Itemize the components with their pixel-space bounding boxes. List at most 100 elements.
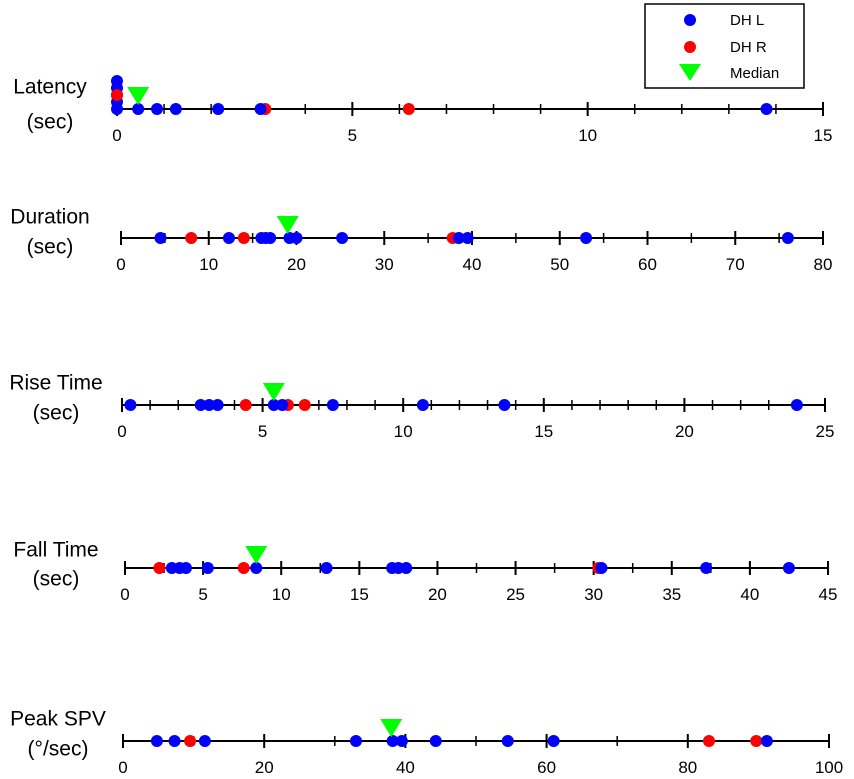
point-dh-l — [150, 735, 163, 747]
point-dh-l — [580, 232, 593, 244]
point-dh-l — [124, 399, 137, 411]
point-dh-l — [498, 399, 511, 411]
row-peak: Peak SPV (°/sec) 0 20 40 60 80 100 — [10, 708, 843, 777]
tick-label-peak: 20 — [255, 758, 274, 777]
point-dh-l — [254, 103, 267, 115]
point-dh-l — [336, 232, 349, 244]
point-dh-l — [416, 399, 429, 411]
legend-marker-left — [684, 14, 696, 26]
tick-label-fall: 5 — [198, 585, 207, 604]
point-dh-l — [400, 562, 413, 574]
legend-marker-right — [684, 41, 696, 53]
tick-label-latency: 0 — [112, 126, 121, 145]
median-marker-duration — [276, 216, 299, 234]
point-dh-l — [194, 399, 207, 411]
point-dh-l — [452, 232, 465, 244]
row-fall: Fall Time (sec) 0 5 10 15 20 25 30 35 40 45 — [13, 539, 837, 604]
point-dh-l — [212, 103, 225, 115]
point-dh-l — [198, 735, 211, 747]
point-dh-r — [402, 103, 415, 115]
row-label-duration-line-1: (sec) — [27, 236, 74, 259]
tick-label-rise: 25 — [816, 422, 835, 441]
tick-label-latency: 10 — [578, 126, 597, 145]
point-dh-l — [760, 103, 773, 115]
row-label-duration-line-0: Duration — [10, 206, 89, 229]
tick-label-fall: 30 — [584, 585, 603, 604]
point-dh-l — [790, 399, 803, 411]
row-label-latency-line-1: (sec) — [27, 111, 74, 134]
tick-label-peak: 60 — [537, 758, 556, 777]
row-rise: Rise Time (sec) 0 5 10 15 20 25 — [9, 372, 834, 441]
point-dh-l — [760, 735, 773, 747]
point-dh-l — [326, 399, 339, 411]
point-dh-l — [595, 562, 608, 574]
point-dh-l — [547, 735, 560, 747]
tick-label-duration: 40 — [463, 255, 482, 274]
point-dh-l — [276, 399, 289, 411]
point-dh-l — [501, 735, 514, 747]
legend-box — [644, 3, 805, 89]
point-dh-r — [111, 89, 123, 101]
tick-label-rise: 0 — [117, 422, 126, 441]
tick-label-rise: 5 — [258, 422, 267, 441]
tick-label-latency: 5 — [348, 126, 357, 145]
tick-label-duration: 70 — [726, 255, 745, 274]
tick-label-rise: 15 — [534, 422, 553, 441]
tick-label-duration: 30 — [375, 255, 394, 274]
row-label-fall-line-1: (sec) — [33, 568, 80, 591]
point-dh-l — [349, 735, 362, 747]
point-dh-l — [211, 399, 224, 411]
row-label-fall-line-0: Fall Time — [13, 539, 98, 562]
point-dh-l — [290, 232, 303, 244]
tick-label-peak: 40 — [396, 758, 415, 777]
point-dh-r — [239, 399, 252, 411]
point-dh-l — [203, 399, 216, 411]
legend-label-median: Median — [730, 65, 779, 82]
point-dh-l — [250, 562, 263, 574]
median-marker-peak — [380, 719, 403, 737]
legend-label-left: DH L — [730, 12, 764, 29]
point-dh-l — [320, 562, 333, 574]
point-dh-l — [132, 103, 145, 115]
row-duration: Duration (sec) 0 10 20 30 40 50 60 70 80 — [10, 206, 832, 274]
point-dh-l — [151, 103, 164, 115]
tick-label-duration: 80 — [814, 255, 833, 274]
point-dh-r — [184, 735, 197, 747]
tick-label-duration: 20 — [287, 255, 306, 274]
point-dh-l — [386, 735, 399, 747]
tick-label-fall: 40 — [740, 585, 759, 604]
legend-marker-median — [679, 64, 701, 81]
tick-label-latency: 15 — [814, 126, 833, 145]
median-marker-rise — [262, 383, 285, 401]
point-dh-l — [222, 232, 235, 244]
tick-label-peak: 100 — [815, 758, 843, 777]
point-dh-r — [750, 735, 763, 747]
point-dh-l — [168, 735, 181, 747]
tick-label-fall: 45 — [819, 585, 838, 604]
legend: DH L DH R Median — [644, 3, 805, 89]
row-label-peak-line-0: Peak SPV — [10, 708, 106, 731]
point-dh-l — [201, 562, 214, 574]
tick-label-rise: 10 — [394, 422, 413, 441]
point-dh-r — [702, 735, 715, 747]
point-dh-r — [298, 399, 311, 411]
row-label-latency-line-0: Latency — [13, 76, 87, 99]
tick-label-fall: 20 — [428, 585, 447, 604]
tick-label-duration: 60 — [638, 255, 657, 274]
row-latency: Latency (sec) 0 5 10 15 — [13, 75, 832, 145]
legend-label-right: DH R — [730, 39, 767, 56]
tick-label-peak: 0 — [118, 758, 127, 777]
point-dh-l — [781, 232, 794, 244]
point-dh-l — [429, 735, 442, 747]
row-label-rise-line-1: (sec) — [33, 402, 80, 425]
point-dh-r — [153, 562, 166, 574]
point-dh-l — [111, 75, 123, 87]
point-dh-l — [264, 232, 277, 244]
point-dh-l — [782, 562, 795, 574]
tick-label-fall: 35 — [662, 585, 681, 604]
tick-label-fall: 0 — [120, 585, 129, 604]
point-dh-r — [185, 232, 198, 244]
point-dh-l — [154, 232, 167, 244]
point-dh-r — [237, 232, 250, 244]
